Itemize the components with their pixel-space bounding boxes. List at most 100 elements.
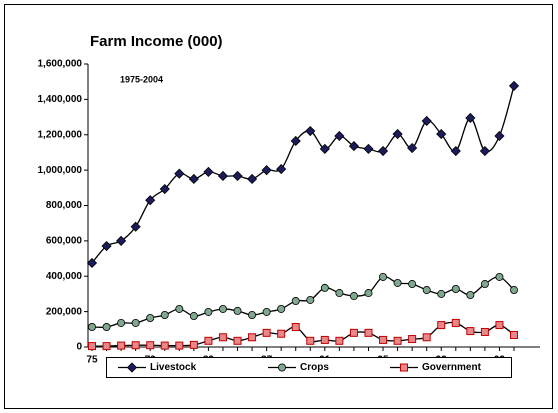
- y-tick-label: 600,000: [46, 236, 83, 247]
- data-point: [131, 341, 140, 350]
- data-point: [437, 321, 446, 330]
- data-point: [393, 336, 402, 345]
- data-point: [117, 318, 126, 327]
- data-point: [277, 304, 286, 313]
- y-tick-label: 1,200,000: [38, 129, 83, 140]
- data-point: [436, 128, 447, 140]
- data-point: [466, 290, 475, 299]
- data-point: [320, 283, 329, 292]
- data-point: [262, 328, 271, 337]
- data-point: [480, 327, 489, 336]
- data-point: [422, 333, 431, 342]
- data-point: [408, 280, 417, 289]
- data-point: [377, 145, 389, 157]
- data-point: [305, 125, 316, 137]
- data-point: [86, 257, 98, 269]
- data-point: [379, 335, 388, 344]
- data-point: [306, 295, 315, 304]
- data-point: [437, 289, 446, 298]
- data-point: [204, 307, 213, 316]
- data-point: [188, 173, 199, 185]
- data-point: [248, 333, 257, 342]
- data-point: [450, 145, 461, 157]
- data-point: [421, 115, 432, 127]
- data-point: [319, 143, 330, 154]
- legend-marker: [126, 362, 138, 373]
- data-point: [290, 135, 301, 147]
- data-point: [392, 128, 403, 140]
- data-point: [349, 292, 358, 301]
- data-point: [291, 323, 300, 332]
- legend-label: Crops: [300, 362, 329, 373]
- data-point: [363, 143, 374, 154]
- data-point: [262, 307, 271, 316]
- y-tick-label: 200,000: [46, 306, 83, 317]
- y-tick-label: 800,000: [46, 200, 83, 211]
- data-point: [422, 286, 431, 295]
- legend-box: [106, 357, 512, 378]
- data-point: [146, 341, 155, 350]
- data-point: [204, 336, 213, 345]
- data-point: [379, 272, 388, 281]
- data-point: [102, 323, 111, 332]
- data-point: [174, 168, 185, 179]
- data-point: [117, 341, 126, 350]
- data-point: [160, 341, 169, 350]
- data-point: [334, 130, 345, 142]
- data-point: [508, 80, 520, 91]
- data-point: [510, 330, 518, 339]
- data-point: [232, 170, 243, 182]
- y-tick-label: 0: [76, 342, 82, 353]
- data-point: [466, 327, 475, 336]
- data-point: [88, 323, 97, 332]
- data-point: [451, 284, 460, 293]
- data-point: [145, 195, 156, 206]
- y-tick-label: 1,000,000: [38, 165, 83, 176]
- legend-marker: [400, 363, 408, 372]
- data-point: [393, 278, 402, 287]
- data-point: [247, 173, 258, 185]
- data-point: [494, 130, 505, 142]
- data-point: [465, 112, 476, 124]
- data-point: [203, 166, 214, 177]
- data-point: [320, 335, 329, 344]
- chart-frame: [4, 4, 553, 409]
- data-point: [479, 145, 490, 157]
- data-point: [217, 170, 229, 182]
- y-tick-label: 1,600,000: [38, 59, 83, 70]
- data-point: [146, 313, 155, 322]
- data-point: [348, 141, 359, 152]
- data-point: [102, 342, 111, 351]
- legend-label: Livestock: [150, 362, 197, 373]
- data-point: [277, 329, 286, 338]
- data-point: [291, 297, 300, 306]
- data-point: [218, 333, 227, 342]
- data-point: [261, 165, 272, 176]
- annotation: 1975-2004: [120, 74, 163, 84]
- data-point: [349, 328, 358, 337]
- data-point: [407, 142, 418, 154]
- data-point: [130, 221, 141, 232]
- legend-label: Government: [422, 362, 482, 373]
- data-point: [189, 312, 198, 321]
- data-point: [408, 335, 417, 344]
- data-point: [495, 272, 504, 281]
- data-point: [364, 328, 373, 337]
- data-point: [233, 336, 242, 345]
- data-point: [175, 341, 184, 350]
- data-point: [189, 340, 198, 349]
- data-point: [364, 289, 373, 298]
- data-point: [306, 336, 315, 345]
- x-tick-label: 75: [86, 355, 98, 366]
- y-tick-label: 1,400,000: [38, 94, 83, 105]
- data-point: [233, 306, 242, 315]
- data-point: [160, 310, 169, 319]
- data-point: [116, 235, 127, 246]
- data-point: [451, 318, 460, 327]
- data-point: [495, 321, 504, 330]
- chart-title: Farm Income (000): [90, 33, 223, 50]
- data-point: [335, 289, 344, 298]
- data-point: [335, 336, 344, 345]
